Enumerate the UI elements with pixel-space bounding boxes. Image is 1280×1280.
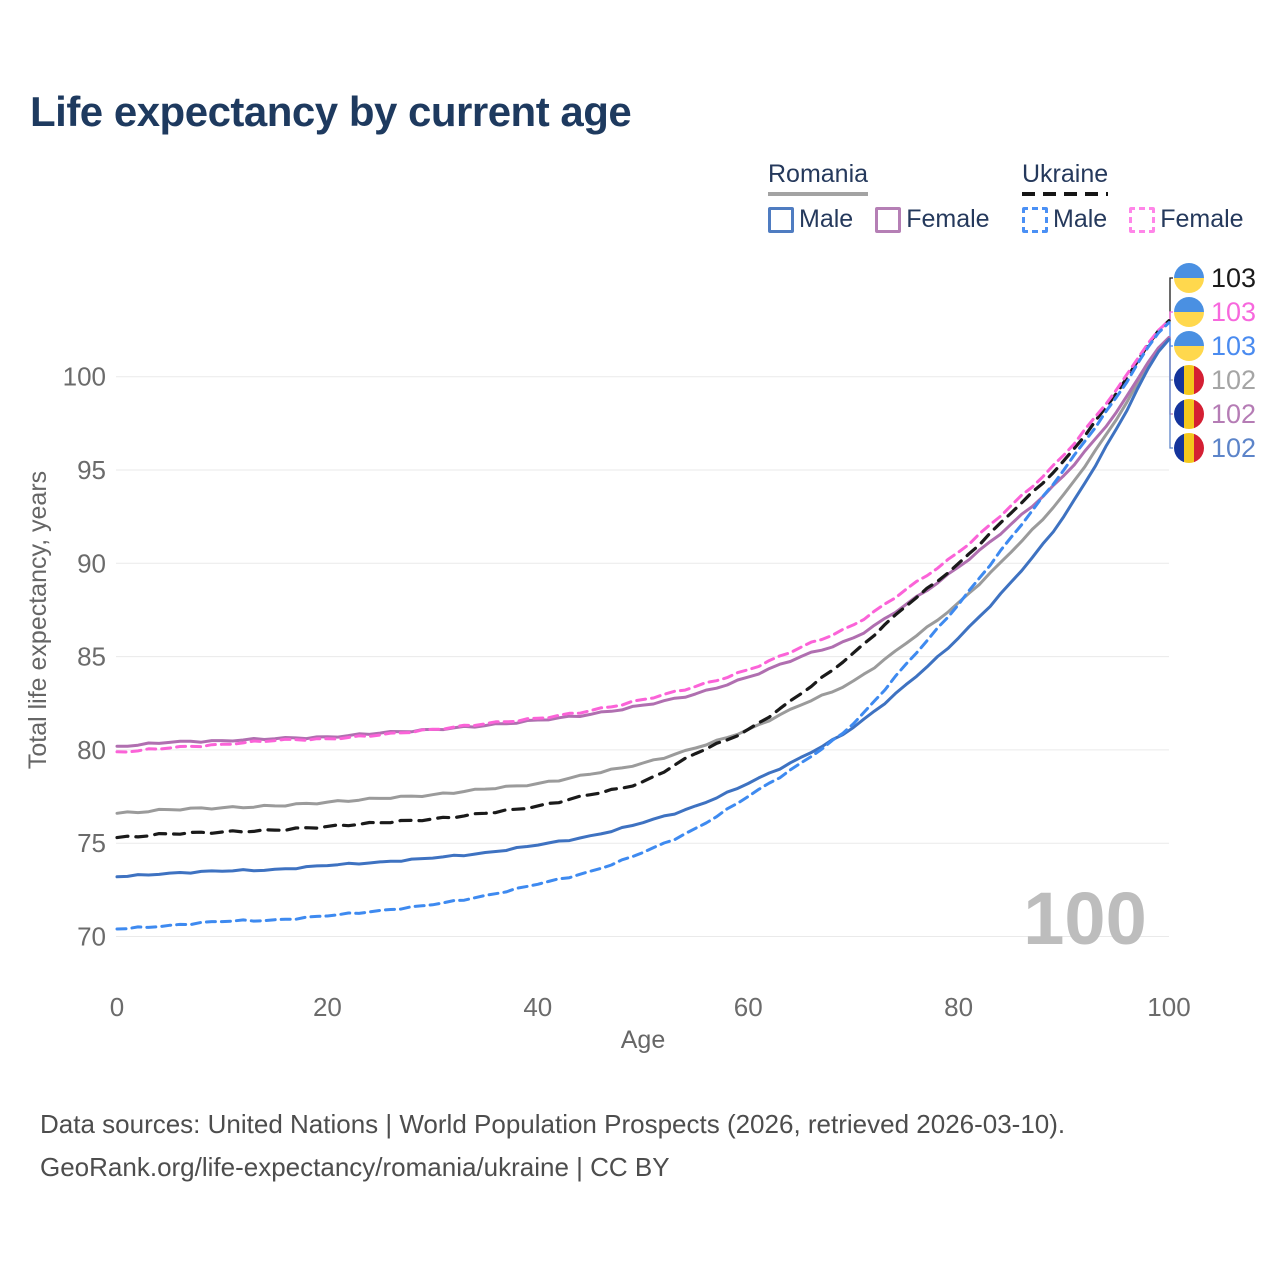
footer: Data sources: United Nations | World Pop… (40, 1103, 1065, 1189)
footer-attribution: GeoRank.org/life-expectancy/romania/ukra… (40, 1152, 670, 1182)
chart-hover-area[interactable] (116, 330, 1169, 985)
romania-solid-line-sample (768, 192, 869, 196)
y-tick-label: 95 (77, 455, 106, 485)
footer-data-sources: Data sources: United Nations | World Pop… (40, 1109, 1066, 1139)
x-axis-title: Age (621, 1026, 665, 1054)
legend-group-romania: Romania Male Female (768, 160, 990, 234)
x-tick-label: 0 (110, 992, 124, 1022)
legend-group-head: Ukraine (1022, 160, 1109, 196)
series-line-romania-total (115, 336, 1171, 815)
y-tick-label: 85 (77, 642, 106, 672)
legend-item-label: Female (1160, 205, 1244, 233)
x-tick-label: 20 (313, 992, 342, 1022)
end-label-connector (1169, 321, 1173, 347)
series-line-romania-male (115, 337, 1171, 879)
end-label-connector (1169, 338, 1173, 449)
legend-item-label: Male (1053, 205, 1108, 233)
page-title: Life expectancy by current age (30, 88, 632, 135)
legend-group-ukraine: Ukraine Male Female (1022, 160, 1244, 234)
legend-group-title-romania: Romania (768, 160, 869, 188)
checkbox-icon[interactable] (1129, 206, 1156, 233)
checkbox-icon[interactable] (875, 206, 902, 233)
y-tick-label: 80 (77, 735, 106, 765)
x-tick-label: 40 (523, 992, 552, 1022)
x-tick-label: 80 (944, 992, 973, 1022)
legend-item-label: Female (906, 205, 990, 233)
x-tick-label: 100 (1147, 992, 1190, 1022)
series-line-ukraine-female (115, 319, 1171, 754)
y-tick-label: 75 (77, 828, 106, 858)
legend-item-label: Male (799, 205, 854, 233)
legend-item-romania-female[interactable]: Female (875, 205, 990, 234)
checkbox-icon[interactable] (1022, 206, 1048, 233)
series-line-ukraine-male (115, 321, 1171, 931)
series-line-ukraine-total (115, 319, 1171, 840)
legend-item-ukraine-male[interactable]: Male (1022, 205, 1107, 234)
y-tick-label: 70 (77, 922, 106, 952)
legend-item-ukraine-female[interactable]: Female (1129, 205, 1244, 234)
series-line-romania-female (115, 336, 1171, 748)
legend-group-head: Romania (768, 160, 869, 196)
ukraine-dashed-line-sample (1022, 192, 1109, 196)
x-tick-label: 60 (734, 992, 763, 1022)
hovered-age-watermark: 100 (1023, 877, 1146, 960)
y-axis-title: Total life expectancy, years (24, 471, 52, 769)
y-tick-label: 100 (63, 362, 106, 392)
y-tick-label: 90 (77, 548, 106, 578)
legend-item-romania-male[interactable]: Male (768, 205, 853, 234)
checkbox-icon[interactable] (768, 206, 794, 233)
legend-group-title-ukraine: Ukraine (1022, 160, 1109, 188)
